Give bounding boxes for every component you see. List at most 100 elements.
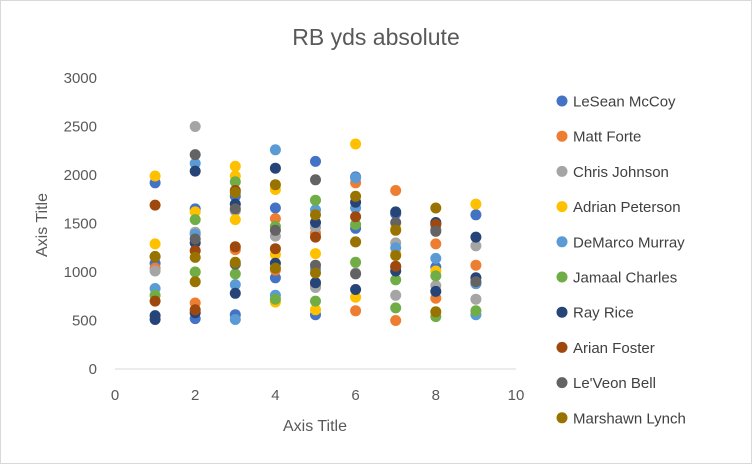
legend-marker bbox=[556, 236, 568, 248]
data-point bbox=[310, 155, 321, 167]
data-point bbox=[229, 268, 241, 280]
data-point bbox=[430, 238, 442, 250]
data-point bbox=[189, 276, 201, 288]
data-point bbox=[310, 209, 321, 221]
data-point bbox=[390, 217, 402, 228]
data-point bbox=[269, 262, 281, 274]
legend-marker bbox=[556, 412, 568, 424]
data-point bbox=[149, 314, 161, 325]
data-point bbox=[189, 266, 201, 278]
legend-marker bbox=[556, 130, 568, 142]
legend-label: Jamaal Charles bbox=[573, 270, 677, 287]
data-point bbox=[229, 214, 241, 226]
data-point bbox=[470, 240, 482, 252]
y-tick-label: 0 bbox=[89, 361, 97, 378]
data-point bbox=[189, 304, 201, 316]
series-10 bbox=[149, 179, 442, 318]
legend-label: Marshawn Lynch bbox=[573, 410, 686, 427]
data-point bbox=[149, 238, 161, 250]
x-tick-label: 2 bbox=[191, 387, 199, 404]
data-point bbox=[350, 236, 362, 248]
legend-marker bbox=[556, 341, 568, 353]
data-point bbox=[310, 259, 321, 271]
data-point bbox=[189, 214, 201, 226]
x-axis-title: Axis Title bbox=[283, 418, 347, 435]
data-point bbox=[269, 144, 281, 156]
plot-layer: 0 500 1000 1500 2000 2500 3000 0 2 4 6 8 10 bbox=[64, 70, 525, 404]
legend-marker bbox=[556, 95, 568, 107]
data-point bbox=[269, 293, 281, 305]
legend-label: Adrian Peterson bbox=[573, 199, 681, 216]
legend-marker bbox=[556, 377, 568, 389]
y-tick-label: 2500 bbox=[64, 119, 97, 136]
data-point bbox=[350, 305, 362, 317]
data-point bbox=[390, 250, 402, 261]
data-point bbox=[229, 160, 241, 172]
data-point bbox=[310, 267, 321, 279]
data-point bbox=[149, 199, 161, 211]
data-point bbox=[229, 256, 241, 268]
legend-label: Ray Rice bbox=[573, 305, 634, 322]
data-point bbox=[269, 162, 281, 174]
data-point bbox=[229, 187, 241, 198]
legend: LeSean McCoy Matt Forte Chris Johnson Adria… bbox=[556, 94, 686, 427]
data-point bbox=[189, 251, 201, 263]
legend-marker bbox=[556, 271, 568, 283]
data-point bbox=[189, 165, 201, 177]
data-point bbox=[430, 270, 442, 282]
data-point bbox=[390, 302, 402, 314]
data-point bbox=[149, 251, 161, 262]
data-point bbox=[149, 170, 161, 182]
data-point bbox=[350, 291, 362, 303]
x-tick-label: 4 bbox=[271, 387, 279, 404]
data-point bbox=[269, 179, 281, 191]
legend-label: Matt Forte bbox=[573, 129, 641, 146]
data-point bbox=[390, 260, 402, 272]
data-point bbox=[390, 185, 402, 196]
data-point bbox=[229, 279, 241, 291]
data-point bbox=[310, 248, 321, 260]
data-point bbox=[350, 219, 362, 230]
series-9 bbox=[149, 149, 482, 288]
data-point bbox=[310, 217, 321, 228]
data-point bbox=[269, 202, 281, 214]
x-tick-label: 8 bbox=[432, 387, 440, 404]
legend-label: Le'Veon Bell bbox=[573, 375, 656, 392]
data-point bbox=[310, 231, 321, 243]
data-point bbox=[189, 121, 201, 132]
legend-label: DeMarco Murray bbox=[573, 234, 685, 251]
data-point bbox=[229, 287, 241, 299]
data-point bbox=[350, 256, 362, 268]
data-point bbox=[350, 190, 362, 202]
data-point bbox=[430, 252, 442, 264]
y-tick-label: 500 bbox=[72, 313, 97, 330]
data-point bbox=[390, 224, 402, 236]
data-point bbox=[269, 272, 281, 284]
data-point bbox=[229, 203, 241, 215]
data-point bbox=[149, 265, 161, 277]
y-tick-label: 2000 bbox=[64, 167, 97, 184]
data-point bbox=[269, 224, 281, 236]
data-point bbox=[350, 284, 362, 295]
data-point bbox=[269, 213, 281, 225]
data-point bbox=[470, 293, 482, 305]
data-point bbox=[149, 295, 161, 307]
x-tick-label: 0 bbox=[111, 387, 119, 404]
data-point bbox=[229, 314, 241, 325]
data-point bbox=[390, 315, 402, 326]
data-point bbox=[310, 304, 321, 316]
legend-marker bbox=[556, 165, 568, 177]
x-tick-label: 6 bbox=[351, 387, 359, 404]
data-point bbox=[350, 211, 362, 223]
data-point bbox=[470, 209, 482, 221]
data-point bbox=[390, 274, 402, 286]
y-tick-label: 3000 bbox=[64, 70, 97, 87]
legend-label: LeSean McCoy bbox=[573, 94, 676, 111]
y-axis-title: Axis Title bbox=[34, 193, 51, 257]
legend-marker bbox=[556, 306, 568, 318]
data-point bbox=[310, 194, 321, 206]
data-point bbox=[229, 241, 241, 253]
chart-title: RB yds absolute bbox=[292, 24, 459, 50]
